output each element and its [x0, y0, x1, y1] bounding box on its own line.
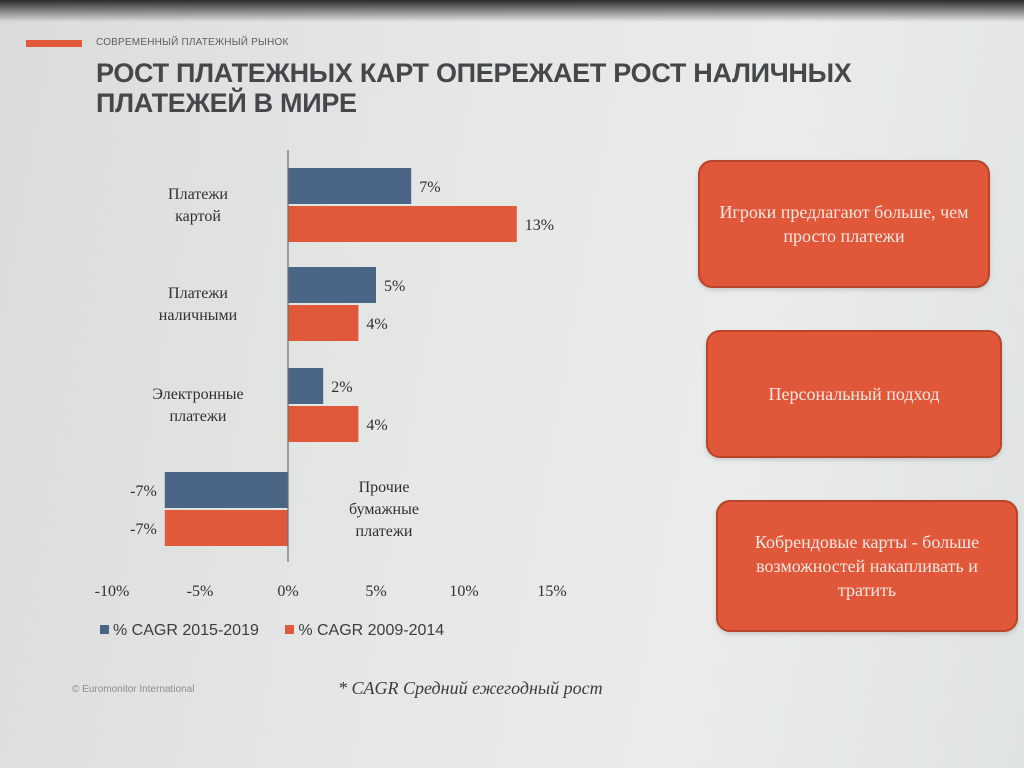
legend-label: % CAGR 2015-2019 — [113, 622, 259, 639]
slide-title: РОСТ ПЛАТЕЖНЫХ КАРТ ОПЕРЕЖАЕТ РОСТ НАЛИЧ… — [96, 58, 852, 118]
category-label-0-1: картой — [175, 208, 221, 225]
accent-bar — [26, 40, 82, 47]
data-label-1-1: 4% — [366, 316, 387, 333]
category-label-1-1: наличными — [159, 307, 238, 324]
data-label-3-1: -7% — [130, 521, 157, 538]
callout-text: Кобрендовые карты - больше возможностей … — [754, 532, 980, 600]
x-tick-label-3: 5% — [365, 583, 386, 600]
chart-legend: % CAGR 2015-2019 % CAGR 2009-2014 — [100, 622, 466, 640]
category-label-3-1: бумажные — [349, 501, 419, 518]
data-label-0-0: 7% — [419, 179, 440, 196]
legend-item-2015-2019: % CAGR 2015-2019 — [100, 622, 259, 640]
data-label-2-1: 4% — [366, 417, 387, 434]
category-label-3-2: платежи — [356, 523, 413, 540]
data-label-1-0: 5% — [384, 278, 405, 295]
callout-players-offer-more: Игроки предлагают больше, чем просто пла… — [698, 160, 990, 288]
data-label-2-0: 2% — [331, 379, 352, 396]
bar-1-0 — [288, 267, 376, 303]
category-label-0-0: Платежи — [168, 186, 228, 203]
section-kicker: СОВРЕМЕННЫЙ ПЛАТЕЖНЫЙ РЫНОК — [96, 37, 289, 48]
bar-2-1 — [288, 406, 359, 442]
bar-2-0 — [288, 368, 324, 404]
source-credit: © Euromonitor International — [72, 684, 195, 695]
legend-swatch-blue — [100, 625, 109, 634]
data-label-0-1: 13% — [525, 217, 554, 234]
bar-3-0 — [164, 472, 288, 508]
x-tick-label-2: 0% — [277, 583, 298, 600]
x-tick-label-4: 10% — [449, 583, 478, 600]
bar-0-0 — [288, 168, 412, 204]
data-label-3-0: -7% — [130, 483, 157, 500]
legend-label: % CAGR 2009-2014 — [298, 622, 445, 639]
legend-swatch-orange — [285, 625, 295, 634]
category-label-3-0: Прочие — [359, 479, 410, 496]
legend-item-2009-2014: % CAGR 2009-2014 — [285, 622, 444, 640]
callout-text: Игроки предлагают больше, чем просто пла… — [719, 202, 969, 246]
bar-0-1 — [288, 206, 517, 242]
x-tick-label-0: -10% — [95, 583, 130, 600]
category-label-2-0: Электронные — [152, 386, 243, 403]
bar-3-1 — [164, 510, 288, 546]
cagr-footnote: * CAGR Средний ежегодный рост — [338, 678, 603, 698]
x-tick-label-1: -5% — [187, 583, 214, 600]
callout-text: Персональный подход — [768, 384, 940, 404]
bar-1-1 — [288, 305, 359, 341]
category-label-2-1: платежи — [170, 408, 227, 425]
category-label-1-0: Платежи — [168, 285, 228, 302]
x-tick-label-5: 15% — [537, 583, 566, 600]
callout-cobrand-cards: Кобрендовые карты - больше возможностей … — [716, 500, 1018, 632]
callout-personal-approach: Персональный подход — [706, 330, 1002, 458]
